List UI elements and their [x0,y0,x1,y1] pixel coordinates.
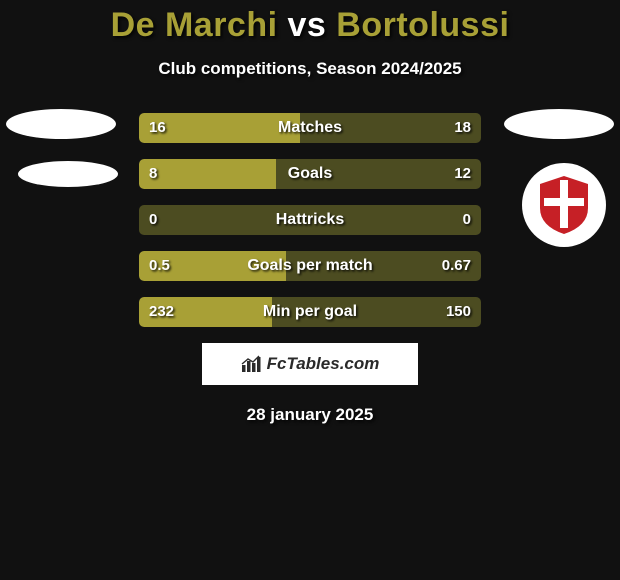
stat-value-right: 12 [454,159,471,189]
stat-bars: 16Matches18 8Goals12 0Hattricks0 0.5Goals p… [139,113,481,327]
branding-box: FcTables.com [202,343,418,385]
snapshot-date: 28 january 2025 [0,405,620,425]
page-title: De Marchi vs Bortolussi [0,6,620,45]
stat-value-right: 18 [454,113,471,143]
stat-value-right: 0.67 [442,251,471,281]
stat-row: 232Min per goal150 [139,297,481,327]
subtitle: Club competitions, Season 2024/2025 [0,59,620,79]
stat-value-right: 0 [463,205,471,235]
player-a-avatar-placeholder [6,109,116,139]
stat-label: Min per goal [139,297,481,327]
shield-icon [538,174,590,236]
stat-value-right: 150 [446,297,471,327]
stat-row: 0Hattricks0 [139,205,481,235]
branding-text: FcTables.com [267,354,380,374]
player-a-club-placeholder [18,161,118,187]
player-b-club-badge [522,163,606,247]
comparison-card: De Marchi vs Bortolussi Club competition… [0,0,620,425]
stat-label: Goals [139,159,481,189]
stat-label: Goals per match [139,251,481,281]
stat-row: 8Goals12 [139,159,481,189]
stat-label: Matches [139,113,481,143]
stat-label: Hattricks [139,205,481,235]
player-b-avatar-placeholder [504,109,614,139]
player-a-name: De Marchi [111,6,278,44]
bar-chart-icon [241,355,263,373]
player-b-name: Bortolussi [336,6,509,44]
stat-row: 0.5Goals per match0.67 [139,251,481,281]
vs-separator: vs [288,6,327,44]
stat-row: 16Matches18 [139,113,481,143]
